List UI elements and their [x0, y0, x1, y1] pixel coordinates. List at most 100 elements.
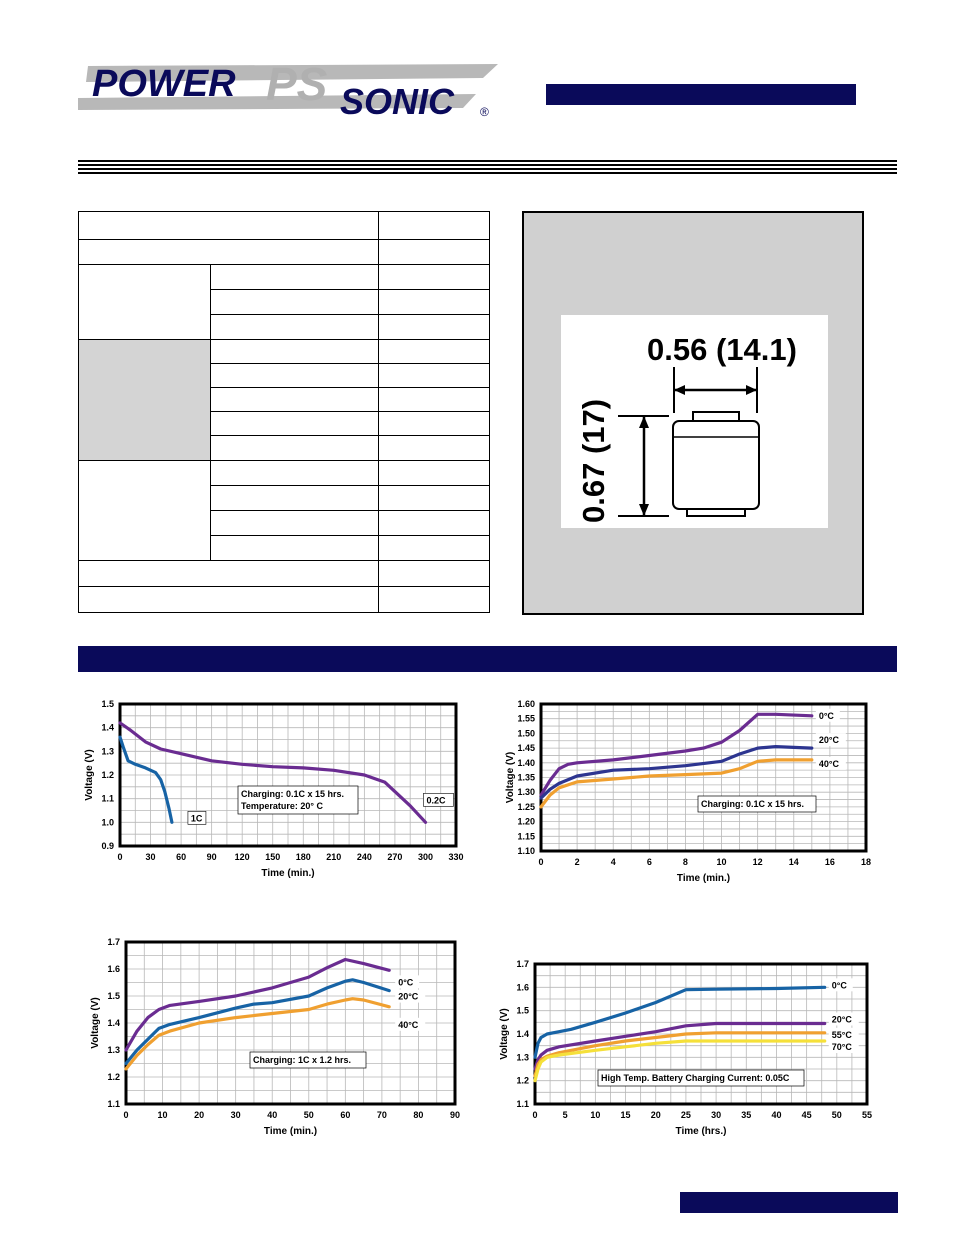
series-label-text: 20°C [398, 992, 419, 1002]
high-temp-charge-chart: 0 5 10 15 20 25 30 35 40 45 50 55 1.1 1.2 1.3 1.4 1.5 1.6… [490, 954, 890, 1149]
spec-cell [78, 586, 379, 613]
x-tick-label: 40 [267, 1110, 277, 1120]
y-tick-label: 1.6 [516, 982, 529, 992]
y-tick-label: 1.2 [101, 770, 114, 780]
y-tick-label: 1.50 [517, 728, 535, 738]
x-tick-label: 25 [681, 1110, 691, 1120]
series-label-box [815, 708, 840, 722]
x-tick-label: 30 [711, 1110, 721, 1120]
y-tick-label: 1.25 [517, 802, 535, 812]
spec-cell [78, 560, 379, 587]
y-tick-label: 1.7 [107, 937, 120, 947]
x-tick-label: 12 [753, 857, 763, 867]
spec-cell [378, 239, 490, 265]
x-tick-label: 55 [862, 1110, 872, 1120]
series-line-0C [539, 712, 814, 797]
x-tick-label: 150 [265, 852, 280, 862]
series-label-box [395, 989, 426, 1003]
spec-cell [210, 485, 379, 511]
y-tick-label: 1.35 [517, 773, 535, 783]
x-tick-label: 60 [340, 1110, 350, 1120]
x-tick-label: 0 [538, 857, 543, 867]
series-label: 0°C [395, 975, 420, 989]
spec-cell [378, 510, 490, 536]
plot-frame [118, 702, 458, 848]
annotation-text: High Temp. Battery Charging Current: 0.0… [601, 1073, 790, 1083]
y-tick-label: 1.7 [516, 959, 529, 969]
y-tick-label: 1.2 [107, 1072, 120, 1082]
x-tick-label: 240 [357, 852, 372, 862]
y-axis-label: Voltage (V) [499, 1008, 510, 1059]
series-label-text: 20°C [819, 735, 840, 745]
series-line-40C [124, 997, 391, 1071]
x-tick-label: 0 [117, 852, 122, 862]
x-axis-label: Time (min.) [264, 1126, 317, 1137]
series-label-text: 55°C [832, 1030, 853, 1040]
y-tick-label: 1.15 [517, 831, 535, 841]
series-label-text: 0.2C [426, 795, 446, 805]
y-tick-label: 1.1 [107, 1099, 120, 1109]
spec-cell [78, 239, 379, 265]
x-tick-label: 300 [418, 852, 433, 862]
annotation-text: Charging: 0.1C x 15 hrs. [701, 799, 804, 809]
y-tick-label: 1.20 [517, 817, 535, 827]
series-line-20C [124, 978, 391, 1066]
spec-cell [210, 314, 379, 340]
series-label-box [815, 756, 846, 770]
spec-cell [378, 560, 490, 587]
specification-table [78, 211, 490, 613]
x-tick-label: 10 [158, 1110, 168, 1120]
series-line-20C [539, 744, 814, 800]
y-tick-label: 1.6 [107, 964, 120, 974]
spec-cell [378, 586, 490, 613]
y-tick-label: 1.10 [517, 846, 535, 856]
x-tick-label: 30 [231, 1110, 241, 1120]
series-line-1C [118, 735, 174, 824]
x-tick-label: 50 [832, 1110, 842, 1120]
series-label-box [828, 1040, 859, 1053]
section-title-bar [78, 646, 897, 672]
spec-cell [378, 314, 490, 340]
y-tick-label: 1.30 [517, 787, 535, 797]
chart-svg: 0 5 10 15 20 25 30 35 40 45 50 55 1.1 1.2 1.3 1.4 1.5 1.6… [499, 959, 872, 1137]
chart-svg: 0 10 20 30 40 50 60 70 80 90 1.1 1.2 1.3 1.4 1.5 1.6 1.7… [90, 937, 460, 1137]
x-tick-label: 60 [176, 852, 186, 862]
header-rule [78, 160, 897, 176]
series-line-20C [533, 1021, 827, 1071]
spec-cell [378, 460, 490, 486]
battery-dimension-drawing: 0.56 (14.1) 0.67 (17) [561, 315, 828, 528]
x-tick-label: 90 [450, 1110, 460, 1120]
y-axis-label: Voltage (V) [84, 749, 95, 800]
x-tick-label: 0 [532, 1110, 537, 1120]
spec-cell [378, 535, 490, 561]
x-tick-label: 14 [789, 857, 799, 867]
spec-cell [378, 339, 490, 364]
series-label: 55°C [828, 1027, 859, 1041]
spec-cell [210, 339, 379, 364]
chart-svg: 0 30 60 90 120 150 180 210 240 270 300 330 0.9 1.0 1.1… [84, 699, 464, 879]
annotation-text: Charging: 1C x 1.2 hrs. [253, 1055, 351, 1065]
spec-cell [378, 435, 490, 461]
series-label-text: 0°C [819, 711, 835, 721]
y-axis-label: Voltage (V) [505, 752, 516, 803]
x-tick-label: 15 [621, 1110, 631, 1120]
y-tick-label: 1.5 [101, 699, 114, 709]
spec-cell [378, 387, 490, 412]
discharge-chart: 0 30 60 90 120 150 180 210 240 270 300 330 0.9 1.0 1.1… [78, 694, 478, 889]
x-tick-label: 18 [861, 857, 871, 867]
y-tick-label: 1.3 [101, 746, 114, 756]
y-tick-label: 1.3 [107, 1045, 120, 1055]
series-label-text: 70°C [832, 1042, 853, 1052]
plot-frame [533, 962, 869, 1106]
series-label: 20°C [815, 733, 846, 747]
y-tick-label: 1.5 [516, 1006, 529, 1016]
annotation-text: Temperature: 20° C [241, 801, 323, 811]
series-label-text: 20°C [832, 1015, 853, 1025]
x-axis-label: Time (hrs.) [676, 1126, 727, 1137]
x-tick-label: 5 [563, 1110, 568, 1120]
x-tick-label: 70 [377, 1110, 387, 1120]
series-label: 20°C [828, 1012, 859, 1026]
series-label-text: 0°C [398, 977, 414, 987]
power-sonic-logo: POWER PS SONIC ® [78, 58, 498, 122]
y-tick-label: 1.60 [517, 699, 535, 709]
